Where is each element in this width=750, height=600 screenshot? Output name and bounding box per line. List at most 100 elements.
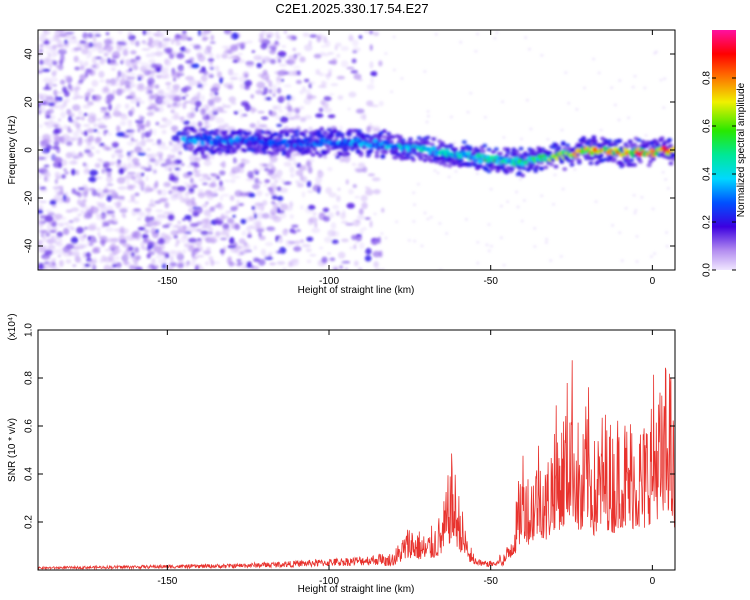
noise-cell bbox=[200, 108, 206, 116]
noise-cell bbox=[179, 92, 183, 96]
noise-cell bbox=[73, 217, 80, 223]
noise-cell bbox=[86, 101, 94, 106]
noise-cell bbox=[42, 236, 47, 240]
noise-cell bbox=[364, 217, 371, 220]
noise-cell bbox=[202, 36, 209, 40]
noise-cell bbox=[489, 244, 493, 248]
noise-cell bbox=[311, 227, 321, 233]
noise-cell bbox=[306, 180, 312, 188]
noise-cell bbox=[129, 97, 139, 104]
noise-cell bbox=[157, 237, 166, 245]
noise-cell bbox=[75, 169, 80, 176]
noise-cell bbox=[529, 127, 533, 131]
noise-cell bbox=[190, 63, 200, 69]
noise-cell bbox=[172, 84, 180, 90]
signal-cell bbox=[192, 129, 198, 134]
noise-cell bbox=[230, 263, 238, 266]
noise-cell bbox=[90, 206, 99, 214]
noise-cell bbox=[178, 102, 182, 106]
signal-cell bbox=[632, 142, 638, 147]
noise-cell bbox=[117, 154, 124, 158]
signal-cell bbox=[199, 140, 206, 146]
noise-cell bbox=[331, 239, 339, 244]
signal-cell bbox=[197, 132, 203, 137]
noise-cell bbox=[205, 201, 209, 205]
noise-cell bbox=[117, 70, 122, 78]
noise-cell bbox=[559, 255, 563, 258]
noise-cell bbox=[78, 109, 83, 117]
noise-cell bbox=[99, 79, 105, 83]
noise-cell bbox=[251, 50, 256, 53]
noise-cell bbox=[107, 189, 116, 193]
noise-cell bbox=[251, 265, 260, 270]
noise-cell bbox=[304, 114, 313, 120]
noise-cell bbox=[140, 148, 145, 152]
noise-cell bbox=[454, 170, 458, 173]
noise-cell bbox=[302, 32, 310, 37]
noise-cell bbox=[366, 83, 375, 90]
noise-cell bbox=[149, 198, 155, 205]
noise-cell bbox=[277, 95, 286, 102]
signal-cell bbox=[345, 152, 351, 157]
noise-cell bbox=[63, 168, 67, 172]
noise-cell bbox=[95, 201, 102, 205]
signal-cell bbox=[310, 135, 316, 140]
noise-cell bbox=[185, 59, 193, 64]
noise-cell bbox=[317, 170, 324, 178]
noise-cell bbox=[203, 48, 209, 55]
noise-cell bbox=[307, 166, 313, 174]
noise-cell bbox=[171, 186, 177, 190]
noise-cell bbox=[153, 128, 157, 136]
noise-cell bbox=[126, 180, 130, 186]
x-tick-label: -50 bbox=[483, 276, 498, 287]
noise-cell bbox=[618, 231, 622, 234]
noise-cell bbox=[48, 81, 54, 89]
noise-cell bbox=[157, 157, 165, 163]
noise-cell bbox=[103, 86, 109, 93]
noise-cell bbox=[306, 236, 314, 242]
noise-cell bbox=[611, 224, 615, 227]
noise-cell bbox=[644, 134, 648, 137]
noise-cell bbox=[74, 87, 78, 92]
signal-cell bbox=[562, 167, 568, 172]
noise-cell bbox=[308, 80, 316, 86]
noise-cell bbox=[45, 56, 52, 63]
noise-cell bbox=[296, 70, 301, 76]
signal-cell bbox=[294, 129, 300, 134]
noise-cell bbox=[190, 197, 196, 204]
noise-cell bbox=[88, 176, 97, 183]
noise-cell bbox=[203, 159, 212, 167]
noise-cell bbox=[130, 106, 136, 115]
noise-cell bbox=[239, 162, 246, 167]
noise-cell bbox=[87, 116, 96, 124]
noise-cell bbox=[84, 146, 94, 150]
noise-cell bbox=[146, 160, 151, 166]
noise-cell bbox=[154, 84, 160, 89]
noise-cell bbox=[136, 217, 142, 221]
noise-cell bbox=[277, 50, 287, 58]
noise-cell bbox=[242, 71, 250, 78]
noise-cell bbox=[236, 258, 242, 263]
noise-cell bbox=[339, 265, 343, 270]
noise-cell bbox=[63, 41, 70, 48]
noise-cell bbox=[274, 250, 280, 254]
noise-cell bbox=[553, 173, 557, 177]
colorbar-tick-label: 0.2 bbox=[702, 215, 713, 229]
signal-cell bbox=[598, 153, 604, 158]
snr-frame bbox=[37, 329, 676, 571]
noise-cell bbox=[150, 52, 156, 59]
noise-cell bbox=[52, 84, 58, 87]
noise-cell bbox=[284, 71, 290, 75]
noise-cell bbox=[84, 96, 89, 102]
noise-cell bbox=[126, 141, 135, 146]
noise-cell bbox=[649, 255, 653, 258]
noise-cell bbox=[365, 188, 374, 196]
noise-cell bbox=[140, 62, 148, 66]
noise-cell bbox=[57, 161, 63, 169]
noise-cell bbox=[118, 234, 126, 243]
noise-cell bbox=[624, 207, 628, 210]
noise-cell bbox=[234, 223, 241, 231]
noise-cell bbox=[145, 175, 149, 182]
noise-cell bbox=[158, 97, 163, 104]
noise-cell bbox=[357, 267, 363, 270]
